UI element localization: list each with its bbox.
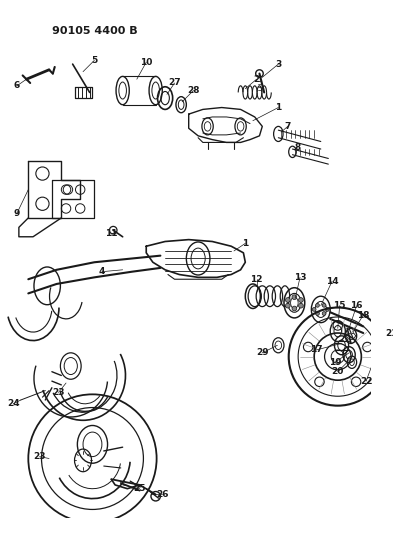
Text: 9: 9 — [14, 209, 20, 217]
Circle shape — [292, 295, 297, 300]
Circle shape — [322, 303, 326, 307]
Text: 12: 12 — [250, 274, 263, 284]
Circle shape — [312, 308, 316, 311]
Text: 13: 13 — [294, 273, 306, 282]
Text: 3: 3 — [275, 60, 281, 69]
Text: 1: 1 — [275, 103, 281, 112]
Circle shape — [299, 303, 303, 308]
Text: 15: 15 — [333, 301, 346, 310]
Circle shape — [325, 308, 329, 311]
Circle shape — [285, 303, 290, 308]
Circle shape — [285, 297, 290, 302]
Text: 7: 7 — [285, 122, 291, 131]
Text: 10: 10 — [140, 58, 152, 67]
Text: 27: 27 — [168, 78, 181, 87]
Text: 14: 14 — [326, 277, 338, 286]
Text: 8: 8 — [294, 143, 300, 152]
Text: 2: 2 — [253, 75, 260, 84]
Text: 28: 28 — [187, 86, 200, 95]
Text: 11: 11 — [105, 229, 118, 238]
Text: 4: 4 — [99, 267, 105, 276]
Text: 24: 24 — [7, 399, 20, 408]
Text: 25: 25 — [133, 484, 146, 493]
Circle shape — [316, 312, 320, 316]
Circle shape — [299, 297, 303, 302]
Text: 17: 17 — [310, 345, 322, 354]
Text: 19: 19 — [329, 358, 341, 367]
Text: 22: 22 — [360, 377, 372, 386]
Text: 6: 6 — [14, 82, 20, 90]
Text: 23: 23 — [33, 452, 46, 461]
Text: 29: 29 — [256, 349, 268, 357]
Text: 90105 4400 B: 90105 4400 B — [52, 26, 138, 36]
Circle shape — [316, 303, 320, 307]
Text: 21: 21 — [385, 329, 393, 338]
Text: 20: 20 — [332, 367, 344, 376]
Circle shape — [322, 312, 326, 316]
Circle shape — [292, 306, 297, 311]
Text: 26: 26 — [156, 490, 169, 499]
Text: 23: 23 — [52, 388, 65, 397]
Text: 5: 5 — [91, 56, 97, 65]
Text: 1: 1 — [242, 239, 248, 248]
Text: 16: 16 — [351, 301, 363, 310]
Text: 18: 18 — [357, 311, 369, 320]
